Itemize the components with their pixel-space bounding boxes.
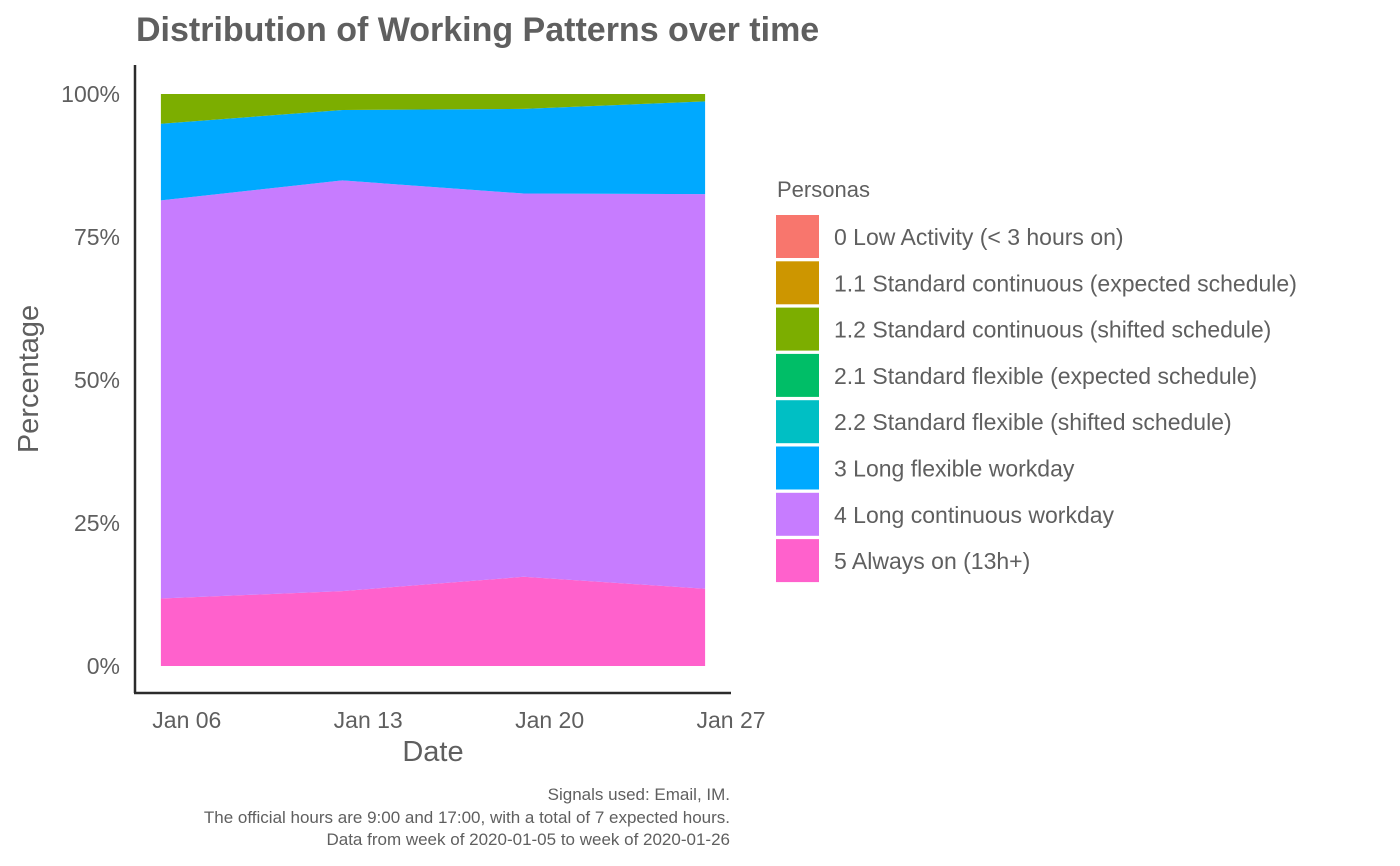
legend-label: 1.1 Standard continuous (expected schedu… <box>834 270 1297 296</box>
plot-areas <box>160 94 706 666</box>
legend: 0 Low Activity (< 3 hours on) 1.1 Standar… <box>776 215 1297 583</box>
legend-swatch <box>776 261 819 305</box>
legend-title: Personas <box>777 177 870 202</box>
legend-label: 2.2 Standard flexible (shifted schedule) <box>834 409 1232 435</box>
chart-title: Distribution of Working Patterns over ti… <box>136 11 819 49</box>
y-tick-label: 75% <box>74 224 120 250</box>
y-tick-label: 25% <box>74 510 120 536</box>
legend-label: 4 Long continuous workday <box>834 502 1115 528</box>
legend-label: 5 Always on (13h+) <box>834 548 1030 574</box>
legend-swatch <box>776 400 819 444</box>
caption-line-2: The official hours are 9:00 and 17:00, w… <box>204 808 730 827</box>
legend-label: 3 Long flexible workday <box>834 456 1075 482</box>
y-tick-label: 50% <box>74 367 120 393</box>
caption-line-1: Signals used: Email, IM. <box>548 785 730 804</box>
legend-label: 0 Low Activity (< 3 hours on) <box>834 224 1124 250</box>
legend-label: 2.1 Standard flexible (expected schedule… <box>834 363 1257 389</box>
x-tick-label: Jan 13 <box>334 707 403 733</box>
legend-swatch <box>776 446 819 490</box>
area-series-2 <box>160 180 706 599</box>
y-tick-labels: 0% 25% 50% 75% 100% <box>61 81 120 679</box>
legend-label: 1.2 Standard continuous (shifted schedul… <box>834 317 1271 343</box>
x-axis-title: Date <box>402 736 463 768</box>
legend-swatch <box>776 539 819 583</box>
y-tick-label: 100% <box>61 81 120 107</box>
area-series-3 <box>160 101 706 201</box>
legend-swatch <box>776 353 819 397</box>
legend-swatch <box>776 492 819 536</box>
y-axis-title: Percentage <box>13 305 45 453</box>
x-tick-label: Jan 06 <box>152 707 221 733</box>
x-tick-label: Jan 27 <box>696 707 765 733</box>
area-series-4 <box>160 94 706 124</box>
legend-swatch <box>776 307 819 351</box>
x-tick-labels: Jan 06 Jan 13 Jan 20 Jan 27 <box>152 707 765 733</box>
area-series-1 <box>160 576 706 666</box>
x-tick-label: Jan 20 <box>515 707 584 733</box>
caption-line-3: Data from week of 2020-01-05 to week of … <box>326 830 730 849</box>
y-tick-label: 0% <box>87 653 120 679</box>
legend-swatch <box>776 215 819 258</box>
caption: Signals used: Email, IM. The official ho… <box>204 785 730 849</box>
